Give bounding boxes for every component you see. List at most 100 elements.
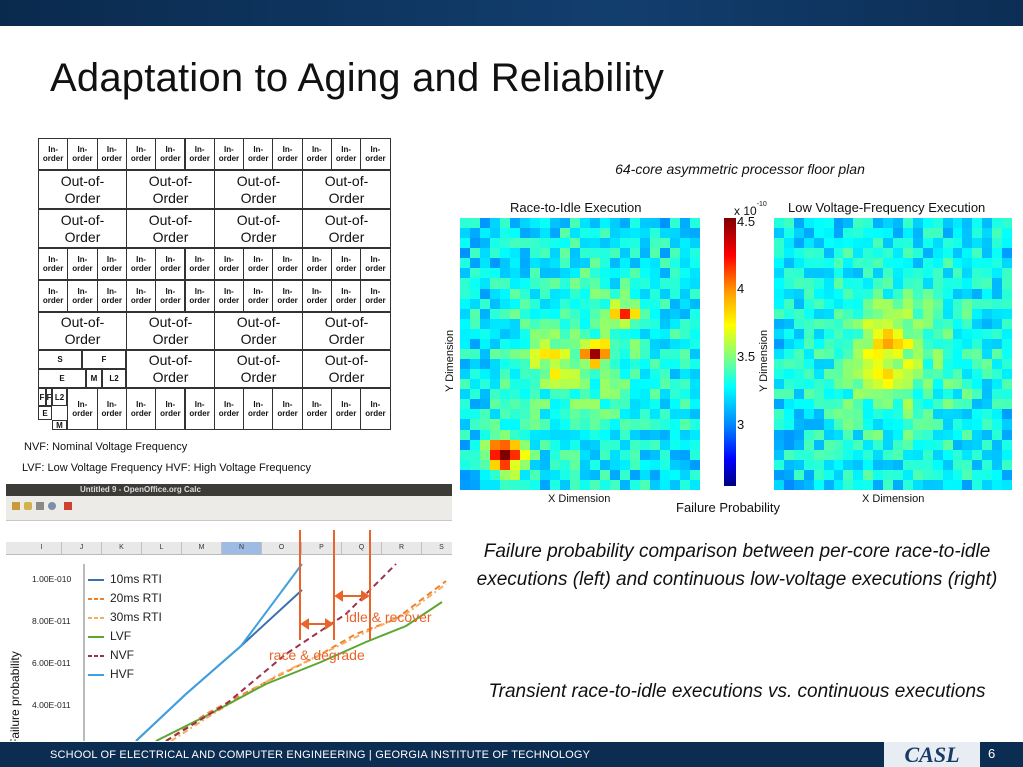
transient-description: Transient race-to-idle executions vs. co… [488, 681, 986, 702]
in-order-core: In- order [38, 138, 69, 170]
in-order-core: In- order [360, 388, 391, 430]
left-heatmap-title: Race-to-Idle Execution [510, 200, 642, 215]
legend-nvf: NVF: Nominal Voltage Frequency [24, 441, 188, 453]
in-order-core: In- order [96, 138, 127, 170]
print-icon[interactable] [36, 502, 44, 510]
left-x-axis-label: X Dimension [548, 493, 611, 505]
shared-block-m: M [86, 369, 102, 388]
in-order-core: In- order [184, 248, 215, 280]
processor-floorplan: In- order In- order In- order In- order In- … [38, 138, 391, 430]
idle-recover-annotation: idle & recover [346, 609, 432, 625]
legend-item: LVF [110, 629, 132, 643]
out-of-order-core: Out-of- Order [214, 209, 303, 248]
shared-block-l2: L2 [102, 369, 126, 388]
colorbar-tick: 3 [737, 417, 745, 432]
column-header-m[interactable]: M [182, 542, 222, 554]
column-header-n[interactable]: N [222, 542, 262, 554]
in-order-core: In- order [331, 280, 362, 312]
edit-icon[interactable] [24, 502, 32, 510]
shared-block-e: E [38, 369, 86, 388]
in-order-core: In- order [272, 248, 303, 280]
y-tick-label: 6.00E-011 [32, 658, 71, 668]
in-order-core: In- order [125, 138, 157, 170]
in-order-core: In- order [243, 388, 274, 430]
in-order-core: In- order [272, 388, 303, 430]
spellcheck-icon[interactable] [64, 502, 72, 510]
in-order-core: In- order [67, 248, 98, 280]
colorbar-tick: 3.5 [737, 349, 756, 364]
in-order-core: In- order [213, 388, 245, 430]
shared-block-l2: L2 [52, 388, 67, 406]
y-axis-title: Failure probability [8, 651, 22, 741]
out-of-order-core: Out-of- Order [126, 350, 215, 388]
in-order-core: In- order [243, 248, 274, 280]
column-header-k[interactable]: K [102, 542, 142, 554]
in-order-core: In- order [360, 248, 391, 280]
in-order-core: In- order [331, 248, 362, 280]
column-header-q[interactable]: Q [342, 542, 382, 554]
column-header-i[interactable]: I [22, 542, 62, 554]
in-order-core: In- order [272, 280, 303, 312]
in-order-core: In- order [301, 138, 332, 170]
legend-item: HVF [110, 667, 134, 681]
shared-block-f: F [46, 388, 52, 406]
in-order-core: In- order [96, 388, 127, 430]
colorbar-tick: 4.5 [737, 214, 756, 229]
legend-item: 30ms RTI [110, 610, 162, 624]
in-order-core: In- order [213, 280, 245, 312]
left-y-axis-label: Y Dimension [444, 329, 456, 392]
legend-lvf-hvf: LVF: Low Voltage Frequency HVF: High Vol… [22, 462, 312, 474]
legend-item: NVF [110, 648, 134, 662]
out-of-order-core: Out-of- Order [38, 170, 127, 209]
out-of-order-core: Out-of- Order [38, 312, 127, 350]
column-header-l[interactable]: L [142, 542, 182, 554]
toolbar [6, 496, 452, 521]
in-order-core: In- order [38, 280, 69, 312]
column-header-o[interactable]: O [262, 542, 302, 554]
in-order-core: In- order [243, 138, 274, 170]
colorbar [724, 218, 736, 486]
in-order-core: In- order [96, 280, 127, 312]
column-header-s[interactable]: S [422, 542, 452, 554]
page-number: 6 [988, 746, 996, 761]
top-banner [0, 0, 1023, 26]
in-order-core: In- order [125, 280, 157, 312]
right-heatmap-title: Low Voltage-Frequency Execution [788, 200, 986, 215]
in-order-core: In- order [301, 248, 332, 280]
y-tick-label: 1.00E-010 [32, 574, 72, 584]
in-order-core: In- order [360, 138, 391, 170]
shared-block-e: E [38, 406, 52, 420]
column-header-r[interactable]: R [382, 542, 422, 554]
in-order-core: In- order [155, 388, 186, 430]
colorbar-exponent-power: -10 [756, 201, 767, 208]
y-tick-label: 4.00E-011 [32, 700, 71, 710]
folder-icon[interactable] [12, 502, 20, 510]
shared-block-m: M [52, 420, 67, 430]
right-x-axis-label: X Dimension [862, 493, 925, 505]
in-order-core: In- order [213, 138, 245, 170]
in-order-core: In- order [301, 388, 332, 430]
out-of-order-core: Out-of- Order [38, 209, 127, 248]
in-order-core: In- order [301, 280, 332, 312]
out-of-order-core: Out-of- Order [126, 209, 215, 248]
series-line-30ms-rti [170, 583, 447, 741]
in-order-core: In- order [155, 280, 186, 312]
legend-item: 10ms RTI [110, 572, 162, 586]
series-line-lvf [155, 601, 443, 741]
slide-title: Adaptation to Aging and Reliability [50, 56, 665, 100]
preview-icon[interactable] [48, 502, 56, 510]
in-order-core: In- order [243, 280, 274, 312]
in-order-core: In- order [213, 248, 245, 280]
colorbar-label: Failure Probability [676, 500, 781, 515]
in-order-core: In- order [125, 388, 157, 430]
in-order-core: In- order [38, 248, 69, 280]
column-header-j[interactable]: J [62, 542, 102, 554]
race-to-idle-heatmap [460, 218, 700, 490]
out-of-order-core: Out-of- Order [302, 350, 391, 388]
in-order-core: In- order [184, 388, 215, 430]
out-of-order-core: Out-of- Order [302, 170, 391, 209]
in-order-core: In- order [360, 280, 391, 312]
column-header-p[interactable]: P [302, 542, 342, 554]
